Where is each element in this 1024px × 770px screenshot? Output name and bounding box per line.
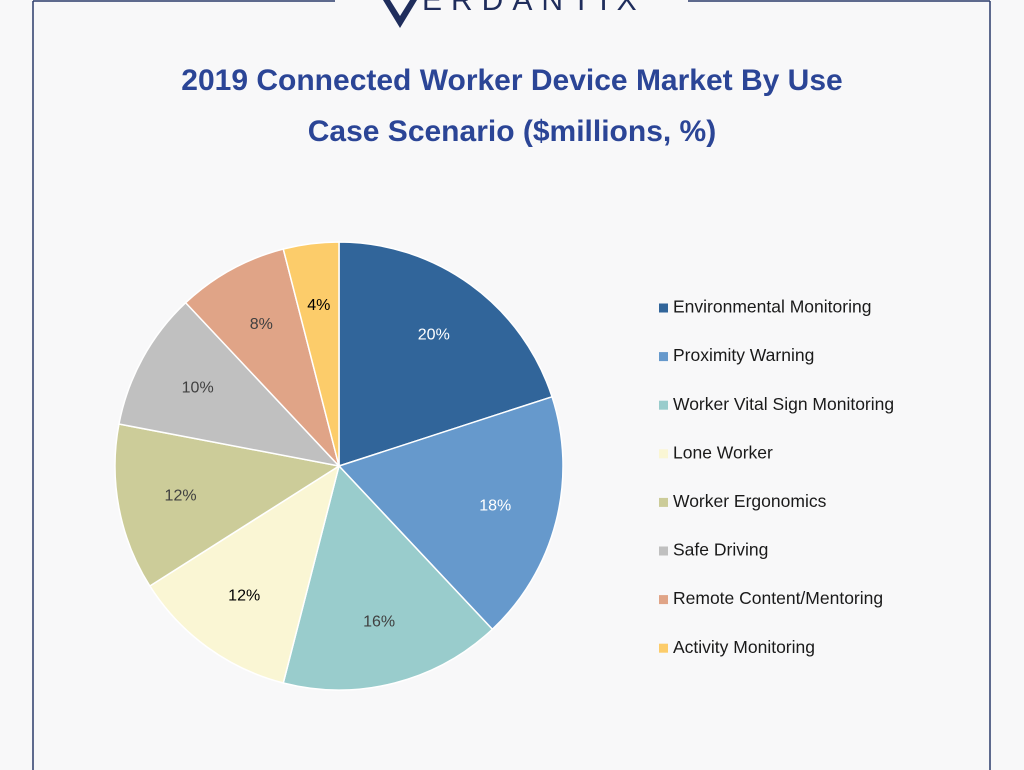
- frame: [32, 0, 991, 770]
- pie-slice: [337, 395, 564, 631]
- legend-label: Remote Content/Mentoring: [673, 588, 883, 608]
- legend-swatch: [659, 643, 668, 653]
- data-label: 18%: [479, 497, 511, 514]
- legend-label: Environmental Monitoring: [673, 297, 871, 317]
- legend-swatch: [659, 400, 668, 410]
- legend-label: Proximity Warning: [673, 345, 814, 365]
- chart-title: Case Scenario ($millions, %): [308, 115, 716, 148]
- legend-swatch: [659, 546, 668, 556]
- legend-swatch: [659, 497, 668, 507]
- legend-label: Lone Worker: [673, 442, 773, 462]
- data-label: 12%: [165, 487, 197, 504]
- legend-label: Worker Ergonomics: [673, 491, 827, 511]
- pie-slice: [148, 464, 341, 684]
- legend-label: Worker Vital Sign Monitoring: [673, 394, 894, 414]
- legend-swatch: [659, 595, 668, 605]
- pie-slice: [118, 301, 342, 468]
- legend-swatch: [659, 449, 668, 459]
- legend-swatch: [659, 303, 668, 313]
- data-label: 4%: [307, 297, 330, 314]
- pie-slice: [184, 248, 340, 467]
- legend-swatch: [659, 352, 668, 362]
- legend-label: Safe Driving: [673, 540, 768, 560]
- logo-mark: [383, 0, 417, 28]
- pie-slice: [338, 241, 553, 468]
- pie-slice: [282, 464, 494, 691]
- logo-text: ERDANTIX: [422, 0, 646, 17]
- pie-slice: [282, 241, 340, 467]
- data-label: 20%: [418, 327, 450, 344]
- pie-slice: [114, 423, 342, 588]
- data-label: 16%: [363, 613, 395, 630]
- data-label: 10%: [182, 380, 214, 397]
- chart-title: 2019 Connected Worker Device Market By U…: [181, 64, 842, 97]
- data-label: 12%: [228, 588, 260, 605]
- data-label: 8%: [250, 316, 273, 333]
- legend-label: Activity Monitoring: [673, 637, 815, 657]
